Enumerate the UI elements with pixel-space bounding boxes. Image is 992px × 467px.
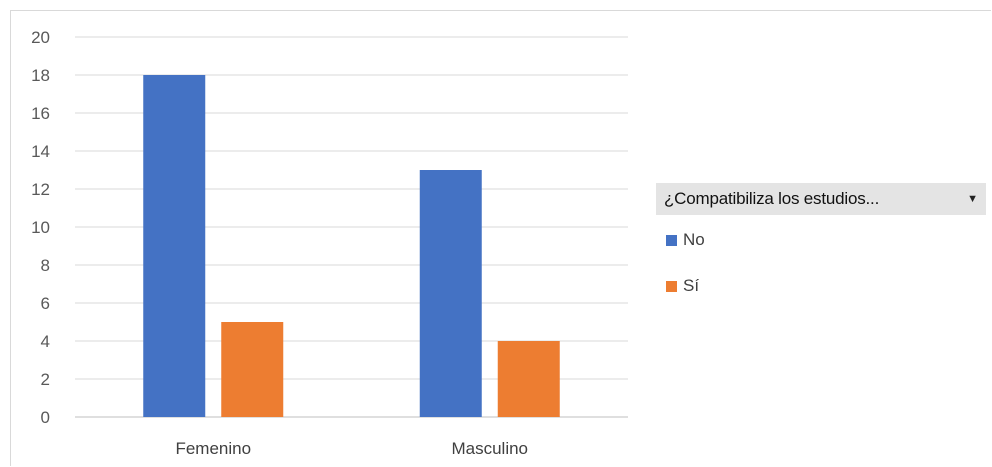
y-tick-label: 12 [31,180,50,199]
y-tick-label: 10 [31,218,50,237]
y-tick-label: 16 [31,104,50,123]
bar-femenino-no [143,75,206,417]
bars [143,75,560,417]
bar-masculino-no [419,170,482,417]
legend-filter-dropdown[interactable]: ¿Compatibiliza los estudios... ▼ [656,183,986,215]
legend-swatch-no [666,234,677,246]
y-tick-label: 2 [41,370,50,389]
y-tick-label: 20 [31,28,50,47]
y-tick-label: 8 [41,256,50,275]
x-category-label: Masculino [451,439,528,458]
legend-item-si: Sí [666,276,699,296]
chevron-down-icon[interactable]: ▼ [967,193,978,205]
legend-title: ¿Compatibiliza los estudios... [664,189,880,208]
y-axis-ticks: 0 2 4 6 8 10 12 14 16 18 20 [31,28,50,427]
bar-femenino-si [221,322,284,417]
y-tick-label: 18 [31,66,50,85]
legend-item-no: No [666,230,705,250]
legend-label-no: No [683,230,705,249]
legend-swatch-si [666,280,677,292]
bar-masculino-si [497,341,560,417]
legend-label-si: Sí [683,276,700,295]
chart-frame [10,10,991,466]
y-tick-label: 6 [41,294,50,313]
y-tick-label: 14 [31,142,50,161]
y-tick-label: 0 [41,408,50,427]
y-tick-label: 4 [41,332,50,351]
x-axis-categories: Femenino Masculino [175,439,528,458]
x-category-label: Femenino [175,439,251,458]
